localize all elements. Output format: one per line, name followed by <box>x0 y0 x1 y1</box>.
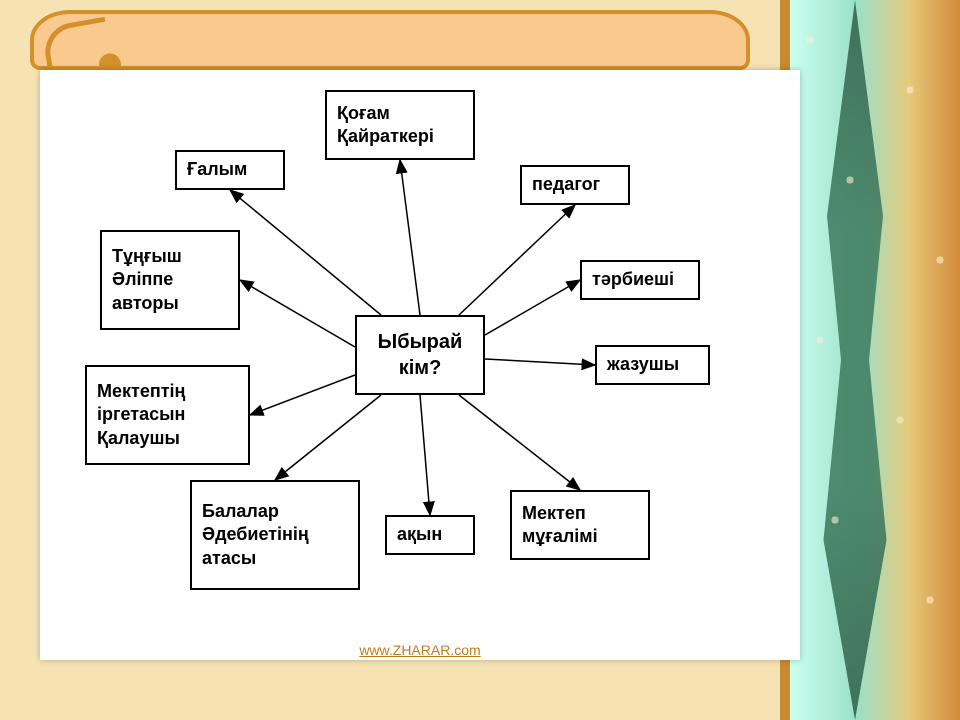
diagram-node-label: тәрбиеші <box>592 268 688 291</box>
diagram-node: Балалар Әдебиетінің атасы <box>190 480 360 590</box>
diagram-node: Мектеп мұғалімі <box>510 490 650 560</box>
right-decorative-strip <box>780 0 960 720</box>
diagram-node: педагог <box>520 165 630 205</box>
diagram-node: Тұңғыш Әліппе авторы <box>100 230 240 330</box>
diagram-node-label: жазушы <box>607 353 698 376</box>
diagram-node-label: Мектеп мұғалімі <box>522 502 638 549</box>
scroll-curl-icon <box>41 17 113 73</box>
diagram-center-label: Ыбырай кім? <box>378 329 463 381</box>
diagram-node-label: Мектептің іргетасын Қалаушы <box>97 380 238 450</box>
footer-link: www.ZHARAR.com <box>359 642 480 658</box>
diagram-node: Ғалым <box>175 150 285 190</box>
stage: Ыбырай кім? Қоғам Қайраткері Ғалым педагог… <box>0 0 960 720</box>
diagram-node-label: Қоғам Қайраткері <box>337 102 463 149</box>
diagram-node: жазушы <box>595 345 710 385</box>
diagram-node-label: Тұңғыш Әліппе авторы <box>112 245 228 315</box>
diagram-node-label: Балалар Әдебиетінің атасы <box>202 500 348 570</box>
diagram-node: тәрбиеші <box>580 260 700 300</box>
diagram-node-label: педагог <box>532 173 618 196</box>
diagram-node: Қоғам Қайраткері <box>325 90 475 160</box>
diagram-center-node: Ыбырай кім? <box>355 315 485 395</box>
diagram-node: Мектептің іргетасын Қалаушы <box>85 365 250 465</box>
scroll-top-decoration <box>30 10 750 70</box>
diagram-panel: Ыбырай кім? Қоғам Қайраткері Ғалым педагог… <box>40 70 800 660</box>
diagram-node: ақын <box>385 515 475 555</box>
diagram-node-label: Ғалым <box>187 158 273 181</box>
diagram-node-label: ақын <box>397 523 463 546</box>
